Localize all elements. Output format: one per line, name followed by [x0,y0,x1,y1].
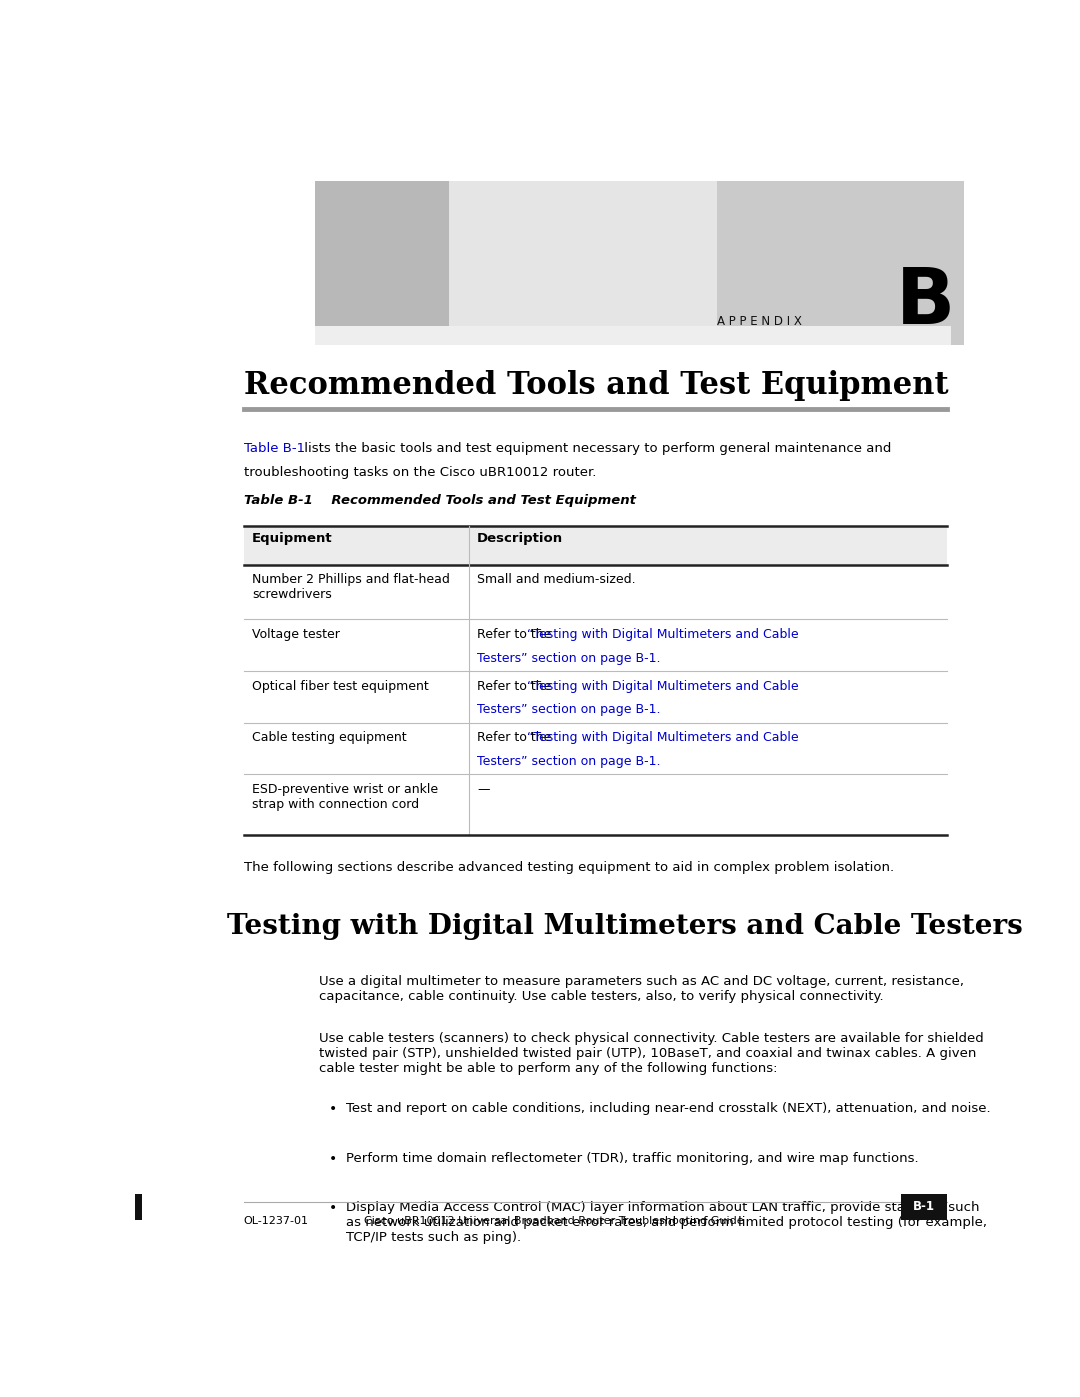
Text: •: • [329,1201,337,1215]
Text: Refer to the: Refer to the [477,680,555,693]
Text: “Testing with Digital Multimeters and Cable: “Testing with Digital Multimeters and Ca… [527,680,798,693]
Text: B: B [896,264,956,339]
Text: Optical fiber test equipment: Optical fiber test equipment [253,680,429,693]
Text: Recommended Tools and Test Equipment: Recommended Tools and Test Equipment [244,370,948,401]
Text: Use cable testers (scanners) to check physical connectivity. Cable testers are a: Use cable testers (scanners) to check ph… [320,1032,984,1076]
Text: Testers” section on page B-1.: Testers” section on page B-1. [477,652,661,665]
Text: The following sections describe advanced testing equipment to aid in complex pro: The following sections describe advanced… [244,862,894,875]
Text: Equipment: Equipment [253,532,333,545]
Text: Testers” section on page B-1.: Testers” section on page B-1. [477,754,661,768]
Text: Testers” section on page B-1.: Testers” section on page B-1. [477,703,661,717]
FancyBboxPatch shape [315,326,951,345]
FancyBboxPatch shape [315,180,449,345]
Text: troubleshooting tasks on the Cisco uBR10012 router.: troubleshooting tasks on the Cisco uBR10… [244,465,596,479]
FancyBboxPatch shape [449,180,717,345]
Text: Description: Description [477,532,564,545]
Text: “Testing with Digital Multimeters and Cable: “Testing with Digital Multimeters and Ca… [527,629,798,641]
Text: Number 2 Phillips and flat-head
screwdrivers: Number 2 Phillips and flat-head screwdri… [253,573,450,601]
Text: A P P E N D I X: A P P E N D I X [717,314,801,328]
Text: Table B-1: Table B-1 [244,441,305,455]
Text: Display Media Access Control (MAC) layer information about LAN traffic, provide : Display Media Access Control (MAC) layer… [346,1201,987,1245]
FancyBboxPatch shape [717,180,963,345]
Text: Use a digital multimeter to measure parameters such as AC and DC voltage, curren: Use a digital multimeter to measure para… [320,975,964,1003]
Text: Refer to the: Refer to the [477,731,555,745]
FancyBboxPatch shape [135,1194,141,1220]
Text: OL-1237-01: OL-1237-01 [244,1217,309,1227]
FancyBboxPatch shape [901,1194,947,1220]
FancyBboxPatch shape [244,525,947,564]
Text: Voltage tester: Voltage tester [253,629,340,641]
Text: •: • [329,1102,337,1116]
Text: ESD-preventive wrist or ankle
strap with connection cord: ESD-preventive wrist or ankle strap with… [253,782,438,810]
Text: Small and medium-sized.: Small and medium-sized. [477,573,636,587]
Text: •: • [329,1153,337,1166]
Text: —: — [477,782,489,796]
Text: Perform time domain reflectometer (TDR), traffic monitoring, and wire map functi: Perform time domain reflectometer (TDR),… [346,1153,919,1165]
Text: Refer to the: Refer to the [477,629,555,641]
Text: “Testing with Digital Multimeters and Cable: “Testing with Digital Multimeters and Ca… [527,731,798,745]
Text: Cable testing equipment: Cable testing equipment [253,731,407,745]
Text: Cisco uBR10012 Universal Broadband Router Troubleshooting Guide: Cisco uBR10012 Universal Broadband Route… [364,1217,743,1227]
Text: Testing with Digital Multimeters and Cable Testers: Testing with Digital Multimeters and Cab… [227,914,1023,940]
Text: Table B-1    Recommended Tools and Test Equipment: Table B-1 Recommended Tools and Test Equ… [244,493,636,507]
Text: Test and report on cable conditions, including near-end crosstalk (NEXT), attenu: Test and report on cable conditions, inc… [346,1102,990,1115]
Text: B-1: B-1 [913,1200,935,1213]
FancyBboxPatch shape [315,180,951,345]
Text: lists the basic tools and test equipment necessary to perform general maintenanc: lists the basic tools and test equipment… [300,441,891,455]
